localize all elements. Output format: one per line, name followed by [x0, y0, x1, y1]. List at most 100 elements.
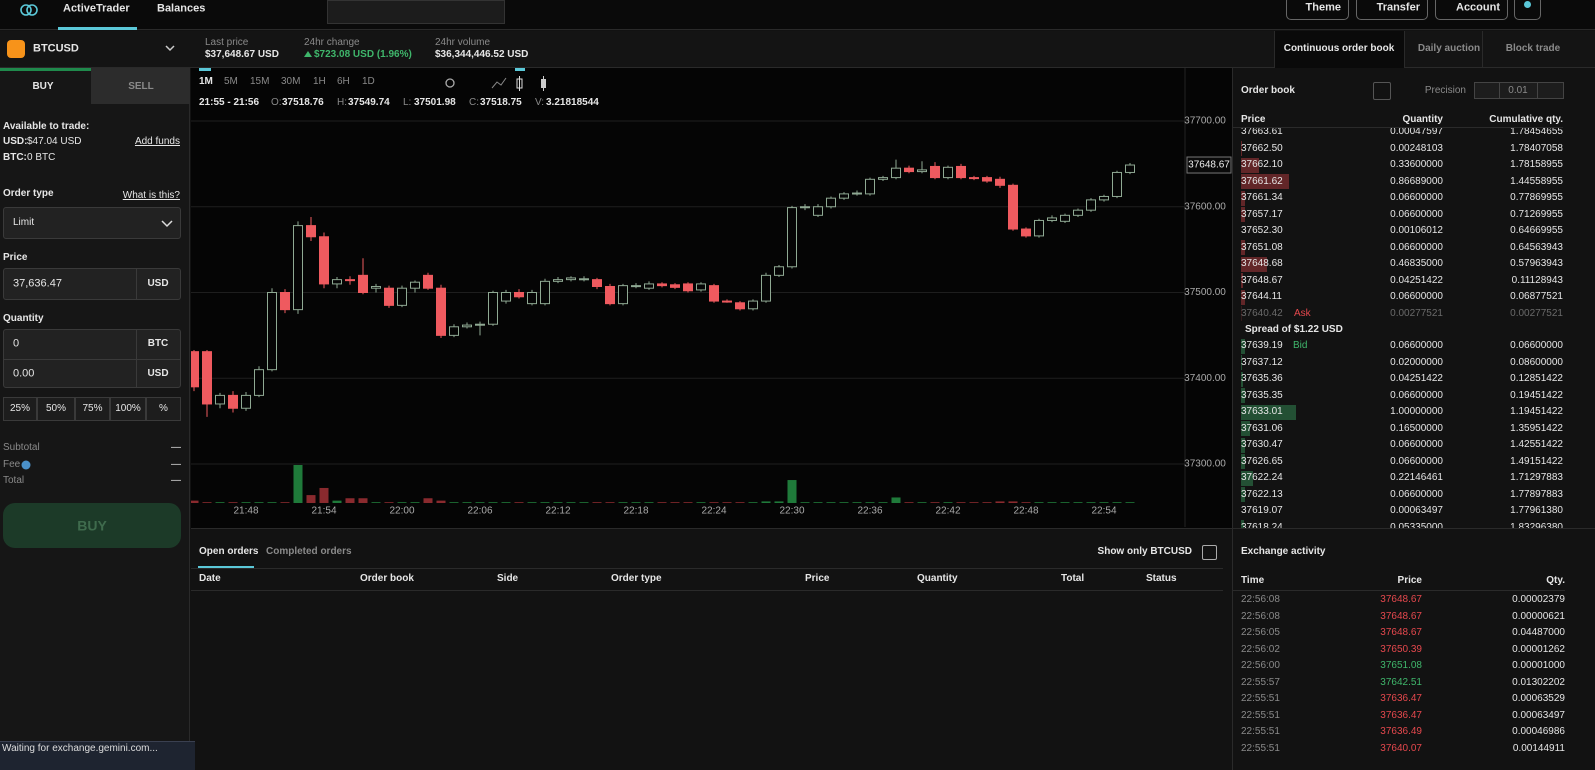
candle-body — [488, 291, 498, 325]
book-price[interactable]: 37640.42 — [1241, 307, 1283, 319]
book-price[interactable]: 37626.65 — [1241, 455, 1283, 467]
book-price[interactable]: 37663.61 — [1241, 128, 1283, 137]
book-price[interactable]: 37651.08 — [1241, 241, 1283, 253]
interval-button[interactable]: 5M — [224, 76, 238, 87]
nav-button[interactable]: Account — [1456, 1, 1500, 14]
nav-tab[interactable]: ActiveTrader — [63, 2, 130, 15]
quantity-input[interactable] — [3, 329, 181, 388]
book-price[interactable]: 37648.67 — [1241, 274, 1283, 286]
candle-body — [527, 291, 537, 305]
candle-body — [540, 280, 550, 305]
buy-tab[interactable]: BUY — [32, 81, 54, 92]
percent-button[interactable] — [37, 397, 75, 421]
candle-body — [943, 166, 953, 179]
book-price[interactable]: 37619.07 — [1241, 505, 1283, 516]
percent-label[interactable]: 100% — [115, 403, 141, 414]
candle-body — [449, 326, 459, 336]
book-price[interactable]: 37622.24 — [1241, 472, 1283, 483]
activity-column-header: Qty. — [1546, 575, 1565, 586]
fee-help-icon[interactable] — [21, 460, 31, 470]
book-tab[interactable]: Daily auction — [1417, 43, 1481, 54]
buy-button-label[interactable]: BUY — [77, 517, 107, 534]
book-price[interactable]: 37662.50 — [1241, 142, 1283, 154]
orders-column-header[interactable]: Date — [199, 573, 221, 584]
filter-label[interactable]: Show only BTCUSD — [1097, 546, 1192, 557]
book-quantity: 0.06600000 — [1390, 488, 1443, 500]
nav-button[interactable]: Theme — [1305, 1, 1341, 14]
nav-button[interactable]: Transfer — [1376, 1, 1420, 14]
percent-button[interactable] — [146, 397, 181, 421]
book-price[interactable]: 37661.34 — [1241, 192, 1283, 203]
chart-tools[interactable] — [440, 74, 552, 92]
book-tab[interactable]: Continuous order book — [1283, 43, 1395, 54]
book-price[interactable]: 37661.62 — [1241, 175, 1283, 187]
book-price[interactable]: 37635.36 — [1241, 373, 1283, 384]
ohlc-value: 37549.74 — [348, 97, 390, 108]
book-price[interactable]: 37630.47 — [1241, 439, 1283, 450]
interval-button[interactable]: 30M — [281, 76, 301, 87]
percent-label[interactable]: 75% — [82, 403, 103, 414]
orders-column-header[interactable]: Order type — [611, 573, 662, 584]
book-price[interactable]: 37639.19 — [1241, 340, 1283, 351]
quantity-input-divider — [3, 359, 181, 360]
summary-value: — — [171, 475, 181, 486]
percent-button[interactable] — [3, 397, 37, 421]
book-price[interactable]: 37633.01 — [1241, 406, 1283, 417]
pair-name[interactable]: BTCUSD — [33, 42, 79, 55]
depth-bar — [1241, 157, 1260, 173]
percent-label[interactable]: % — [159, 403, 168, 414]
orders-tab[interactable]: Open orders — [199, 546, 259, 557]
interval-button[interactable]: 15M — [250, 76, 270, 87]
interval-button[interactable]: 6H — [337, 76, 350, 87]
percent-button[interactable] — [75, 397, 110, 421]
percent-label[interactable]: 25% — [9, 403, 31, 414]
interval-button[interactable]: 1D — [362, 76, 375, 87]
candle-body — [592, 279, 602, 287]
percent-button[interactable] — [110, 397, 146, 421]
volume-bar — [358, 498, 368, 503]
book-price[interactable]: 37637.12 — [1241, 356, 1283, 368]
book-price[interactable]: 37648.68 — [1241, 258, 1283, 269]
orders-tab[interactable]: Completed orders — [266, 546, 352, 557]
price-chart: 37300.00 37400.00 37500.00 37600.00 37700.00… — [191, 68, 1232, 527]
book-price[interactable]: 37652.30 — [1241, 225, 1283, 236]
book-price[interactable]: 37635.35 — [1241, 389, 1283, 401]
trade-time: 22:55:51 — [1241, 742, 1280, 754]
book-price[interactable]: 37662.10 — [1241, 159, 1283, 170]
orders-column-header[interactable]: Order book — [360, 573, 414, 584]
book-cumulative: 0.57963943 — [1510, 258, 1563, 269]
book-price[interactable]: 37618.24 — [1241, 521, 1283, 529]
help-link[interactable]: What is this? — [122, 190, 180, 201]
sell-tab[interactable] — [91, 68, 190, 104]
pair-chevron[interactable] — [165, 44, 175, 52]
orders-column-header[interactable]: Status — [1146, 573, 1177, 584]
order-type-select[interactable] — [3, 207, 181, 239]
sell-tab[interactable]: SELL — [128, 81, 154, 92]
candle-body — [1047, 217, 1057, 221]
book-tab[interactable]: Block trade — [1505, 43, 1561, 54]
orders-column-header[interactable]: Quantity — [917, 573, 958, 584]
book-price[interactable]: 37644.11 — [1241, 291, 1282, 302]
interval-button[interactable]: 1H — [313, 76, 326, 87]
percent-label[interactable]: 50% — [45, 403, 67, 414]
ohlc-value: 3.21818544 — [546, 97, 599, 108]
nav-button-frame — [1356, 0, 1428, 20]
orders-column-header[interactable]: Side — [497, 573, 519, 584]
orders-column-header[interactable]: Price — [805, 573, 830, 584]
orders-column-header[interactable]: Total — [1061, 573, 1085, 584]
logo[interactable] — [20, 2, 38, 18]
interval-button[interactable]: 1M — [199, 76, 213, 87]
precision-stepper[interactable] — [1474, 82, 1564, 99]
checkbox[interactable] — [1202, 545, 1217, 560]
y-tick-label: 37400.00 — [1184, 373, 1226, 384]
price-input[interactable] — [3, 268, 181, 300]
add-funds-link[interactable]: Add funds — [134, 136, 180, 147]
book-price[interactable]: 37657.17 — [1241, 208, 1283, 220]
buy-button[interactable] — [3, 503, 181, 548]
book-cumulative: 1.77961380 — [1510, 505, 1563, 516]
book-price[interactable]: 37622.13 — [1241, 488, 1283, 500]
ohlc-label: C: — [469, 97, 479, 108]
nav-tab[interactable]: Balances — [157, 2, 206, 15]
book-price[interactable]: 37631.06 — [1241, 422, 1283, 434]
lock-button[interactable] — [1373, 82, 1391, 100]
